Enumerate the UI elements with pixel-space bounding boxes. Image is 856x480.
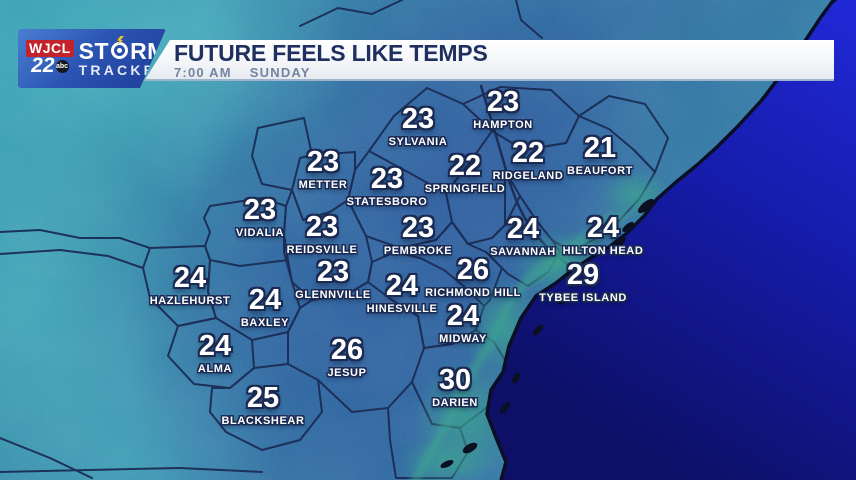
temp-value: 26 (330, 334, 364, 366)
county-lines (0, 0, 669, 479)
temp-value: 23 (370, 163, 404, 195)
station-blackshear: 25 BLACKSHEAR (222, 384, 305, 427)
page-title: FUTURE FEELS LIKE TEMPS (174, 40, 488, 66)
city-label: HILTON HEAD (562, 245, 644, 257)
temp-value: 26 (456, 254, 490, 286)
city-label: RIDGELAND (492, 170, 564, 182)
temp-value: 24 (173, 262, 207, 294)
temp-value: 23 (401, 212, 435, 244)
city-label: JESUP (327, 367, 367, 379)
city-label: BEAUFORT (567, 165, 633, 177)
station-alma: 24 ALMA (198, 332, 232, 375)
logo-brand-top: ST RM (79, 40, 167, 62)
station-tybee-island: 29 TYBEE ISLAND (539, 261, 627, 304)
storm-st: ST (78, 37, 110, 64)
station-vidalia: 23 VIDALIA (236, 196, 284, 239)
temp-value: 24 (506, 213, 540, 245)
logo-brand-bottom: TRACKER (78, 61, 170, 78)
city-label: VIDALIA (235, 227, 285, 239)
barrier-islands (440, 198, 655, 469)
logo-brand-block: ST RM TRACKER (79, 40, 170, 78)
station-reidsville: 23 REIDSVILLE (287, 213, 358, 256)
station-richmond-hill: 26 RICHMOND HILL (425, 256, 521, 299)
station-hilton-head: 24 HILTON HEAD (563, 214, 644, 257)
city-label: SAVANNAH (490, 246, 556, 258)
city-label: TYBEE ISLAND (539, 292, 627, 304)
temp-value: 23 (316, 256, 350, 288)
forecast-valid-time: 7:00 AM SUNDAY (174, 66, 834, 80)
station-midway: 24 MIDWAY (439, 302, 487, 345)
station-ridgeland: 22 RIDGELAND (493, 139, 564, 182)
city-label: HINESVILLE (366, 303, 438, 315)
station-logo: WJCL 22 abc ST RM TRACKER (18, 29, 166, 88)
city-label: HAZLEHURST (149, 295, 231, 307)
temp-value: 22 (448, 150, 482, 182)
city-label: BLACKSHEAR (221, 415, 305, 427)
temp-value: 23 (306, 146, 340, 178)
station-springfield: 22 SPRINGFIELD (425, 152, 506, 195)
city-label: STATESBORO (346, 196, 428, 208)
station-metter: 23 METTER (299, 148, 348, 191)
temp-value: 23 (243, 194, 277, 226)
logo-channel-number: 22 (31, 54, 55, 77)
station-baxley: 24 BAXLEY (241, 286, 289, 329)
city-label: MIDWAY (439, 333, 487, 345)
temp-value: 29 (566, 259, 600, 291)
temp-value: 24 (385, 270, 419, 302)
temp-value: 24 (198, 330, 232, 362)
logo-call-letters: WJCL (26, 40, 74, 57)
temp-value: 23 (305, 211, 339, 243)
logo-call-sign-block: WJCL 22 abc (26, 40, 74, 77)
temp-value: 21 (583, 132, 617, 164)
city-label: ALMA (197, 363, 233, 375)
temp-value: 23 (486, 86, 520, 118)
temp-value: 24 (446, 300, 480, 332)
station-savannah: 24 SAVANNAH (490, 215, 556, 258)
city-label: RICHMOND HILL (425, 287, 521, 299)
temp-value: 23 (401, 103, 435, 135)
city-label: SYLVANIA (388, 136, 448, 148)
station-pembroke: 23 PEMBROKE (384, 214, 452, 257)
abc-network-icon: abc (56, 60, 69, 73)
temp-value: 30 (438, 364, 472, 396)
station-hazlehurst: 24 HAZLEHURST (150, 264, 231, 307)
city-label: HAMPTON (473, 119, 533, 131)
city-label: METTER (298, 179, 348, 191)
station-darien: 30 DARIEN (432, 366, 478, 409)
forecast-time: 7:00 AM (174, 65, 232, 80)
ocean (485, 0, 856, 480)
city-label: BAXLEY (240, 317, 290, 329)
city-label: SPRINGFIELD (424, 183, 506, 195)
city-label: PEMBROKE (383, 245, 453, 257)
station-hinesville: 24 HINESVILLE (367, 272, 438, 315)
station-statesboro: 23 STATESBORO (347, 165, 428, 208)
temp-value: 24 (248, 284, 282, 316)
temp-value: 22 (511, 137, 545, 169)
station-glennville: 23 GLENNVILLE (295, 258, 371, 301)
station-beaufort: 21 BEAUFORT (567, 134, 633, 177)
station-hampton: 23 HAMPTON (473, 88, 533, 131)
city-label: REIDSVILLE (286, 244, 358, 256)
title-banner: FUTURE FEELS LIKE TEMPS 7:00 AM SUNDAY (144, 40, 834, 81)
radar-icon (111, 42, 128, 59)
station-jesup: 26 JESUP (327, 336, 366, 379)
temp-value: 24 (586, 212, 620, 244)
station-sylvania: 23 SYLVANIA (389, 105, 448, 148)
temp-value: 25 (246, 382, 280, 414)
city-label: DARIEN (432, 397, 478, 409)
forecast-day: SUNDAY (249, 65, 311, 80)
city-label: GLENNVILLE (295, 289, 371, 301)
